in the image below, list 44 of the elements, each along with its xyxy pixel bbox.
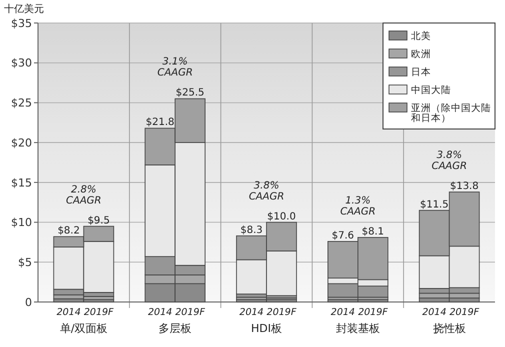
legend-label: 亚洲（除中国大陆和日本） (411, 102, 491, 124)
x-tick-label: 2014 (422, 307, 446, 318)
x-tick-label: 2019F (266, 307, 297, 318)
x-tick-label: 2019F (175, 307, 206, 318)
x-tick-label: 2014 (56, 307, 81, 318)
text: 封装基板 (336, 322, 380, 335)
annotation: 3.8% CAAGR (248, 180, 284, 202)
total-label: $7.6 (332, 230, 354, 242)
total-label: $21.8 (146, 117, 174, 128)
y-tick-label: $20 (11, 136, 32, 150)
total-label: $8.1 (362, 226, 384, 238)
total-label: $8.2 (58, 226, 80, 237)
y-axis-title: 十亿美元 (4, 3, 44, 15)
y-tick-label: $15 (11, 176, 32, 190)
legend-label: 欧洲 (411, 48, 431, 60)
y-tick-label: $10 (11, 216, 32, 230)
annotation: 3.1% CAAGR (157, 56, 193, 79)
y-tick-label: 0 (25, 296, 32, 309)
y-tick-label: $35 (11, 16, 32, 30)
y-tick-label: $30 (11, 56, 32, 70)
x-tick-label: 2014 (330, 307, 355, 318)
y-tick-label: $5 (18, 256, 32, 269)
legend-label: 中国大陆 (411, 84, 451, 96)
total-label: $13.8 (450, 180, 479, 192)
legend-label: 日本 (411, 66, 431, 78)
total-label: $8.3 (240, 224, 263, 236)
x-tick-label: 2014 (148, 307, 172, 318)
annotation: 3.8% CAAGR (432, 150, 467, 172)
x-tick-label: 2019F (84, 307, 114, 318)
total-label: $10.0 (267, 211, 296, 222)
text: 挠性板 (432, 322, 466, 335)
text: 多层板 (158, 322, 192, 335)
total-label: $9.5 (88, 215, 110, 226)
total-label: $25.5 (176, 88, 204, 99)
x-tick-label: 2019F (449, 307, 480, 318)
y-tick-label: $25 (11, 96, 32, 110)
total-label: $11.5 (420, 199, 449, 210)
x-tick-label: 2019F (358, 307, 388, 318)
x-tick-label: 2014 (239, 307, 264, 318)
text: HDI板 (251, 322, 282, 335)
text: 单/双面板 (60, 322, 108, 335)
annotation: 1.3% CAAGR (340, 195, 376, 218)
legend-label: 北美 (411, 30, 431, 42)
annotation: 2.8% CAAGR (66, 184, 102, 206)
